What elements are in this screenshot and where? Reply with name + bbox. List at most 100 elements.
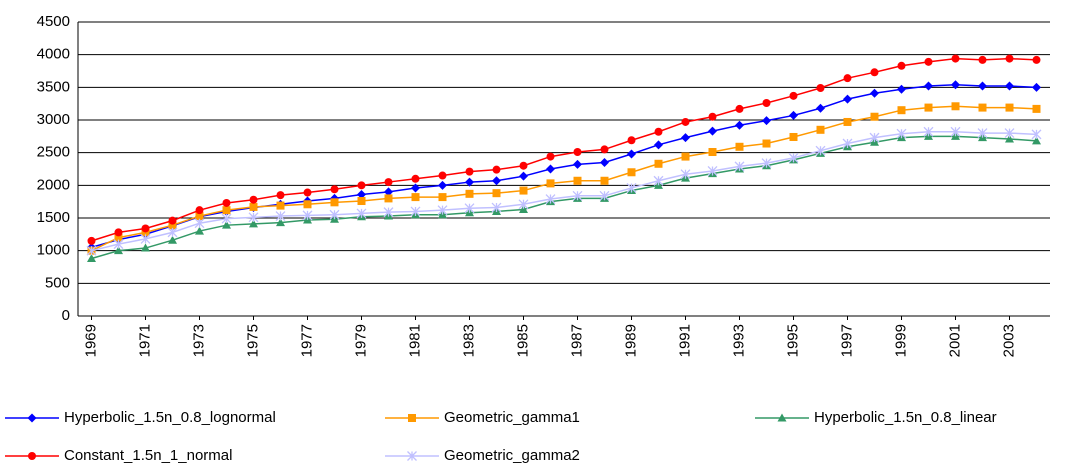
marker: [843, 74, 852, 83]
marker: [492, 165, 501, 174]
marker: [303, 188, 312, 197]
marker: [546, 179, 555, 188]
marker: [843, 94, 852, 104]
y-tick-label: 0: [62, 307, 70, 324]
marker: [627, 149, 636, 159]
marker: [777, 413, 787, 422]
marker: [923, 126, 934, 137]
marker: [600, 176, 609, 185]
marker: [329, 209, 340, 220]
marker: [195, 226, 204, 235]
marker: [114, 228, 123, 237]
marker: [1005, 134, 1014, 143]
marker: [384, 187, 393, 197]
marker: [87, 254, 96, 263]
x-tick-label: 2001: [946, 324, 963, 357]
marker: [789, 91, 798, 100]
marker: [600, 157, 609, 167]
marker: [519, 186, 528, 195]
marker: [626, 182, 637, 193]
marker: [168, 221, 177, 230]
marker: [978, 55, 987, 64]
marker: [357, 189, 366, 199]
marker: [465, 189, 474, 198]
marker: [330, 185, 339, 194]
marker: [1032, 55, 1041, 64]
series-line: [91, 83, 1037, 249]
y-tick-label: 1500: [37, 209, 70, 226]
x-tick-label: 1969: [82, 324, 99, 357]
marker: [977, 128, 988, 139]
series-line: [91, 131, 1037, 252]
marker: [222, 220, 231, 229]
marker: [465, 177, 474, 187]
y-tick-label: 500: [45, 274, 70, 291]
marker: [519, 161, 528, 170]
marker: [465, 167, 474, 176]
marker: [114, 246, 123, 255]
x-tick-label: 1981: [406, 324, 423, 357]
marker: [411, 174, 420, 183]
marker: [141, 224, 150, 233]
marker: [924, 103, 933, 112]
marker: [816, 83, 825, 92]
marker: [708, 148, 717, 157]
marker: [519, 205, 528, 214]
marker: [222, 198, 231, 207]
marker: [411, 193, 420, 202]
x-tick-label: 1979: [352, 324, 369, 357]
marker: [357, 181, 366, 190]
marker: [114, 233, 123, 242]
marker: [950, 126, 961, 137]
marker: [357, 197, 366, 206]
marker: [438, 193, 447, 202]
marker: [1004, 128, 1015, 139]
legend-label: Geometric_gamma1: [444, 409, 580, 426]
marker: [248, 212, 259, 223]
marker: [951, 102, 960, 111]
marker: [762, 99, 771, 108]
x-tick-label: 1983: [460, 324, 477, 357]
marker: [141, 243, 150, 252]
marker: [168, 216, 177, 225]
marker: [28, 452, 36, 460]
marker: [627, 168, 636, 177]
marker: [1005, 81, 1014, 91]
marker: [546, 152, 555, 161]
marker: [897, 61, 906, 70]
series-line: [91, 57, 1037, 242]
marker: [762, 116, 771, 126]
marker: [708, 112, 717, 121]
marker: [978, 81, 987, 91]
marker: [27, 413, 37, 423]
marker: [707, 166, 718, 176]
marker: [438, 180, 447, 190]
marker: [924, 57, 933, 66]
marker: [843, 117, 852, 126]
marker: [167, 227, 178, 238]
marker: [546, 164, 555, 174]
marker: [870, 68, 879, 77]
marker: [1005, 54, 1014, 63]
marker: [816, 125, 825, 134]
marker: [897, 84, 906, 94]
marker: [735, 120, 744, 130]
marker: [788, 152, 799, 163]
marker: [545, 194, 556, 205]
marker: [113, 239, 124, 250]
marker: [735, 104, 744, 113]
y-tick-label: 4000: [37, 46, 70, 63]
marker: [789, 132, 798, 141]
marker: [221, 213, 232, 224]
marker: [356, 208, 367, 219]
marker: [276, 191, 285, 200]
x-tick-label: 1985: [514, 324, 531, 357]
marker: [681, 117, 690, 126]
marker: [195, 206, 204, 215]
marker: [599, 190, 610, 201]
marker: [789, 110, 798, 120]
marker: [896, 128, 907, 139]
y-tick-label: 4500: [37, 13, 70, 30]
legend-label: Hyperbolic_1.5n_0.8_lognormal: [64, 409, 276, 426]
marker: [276, 218, 285, 227]
